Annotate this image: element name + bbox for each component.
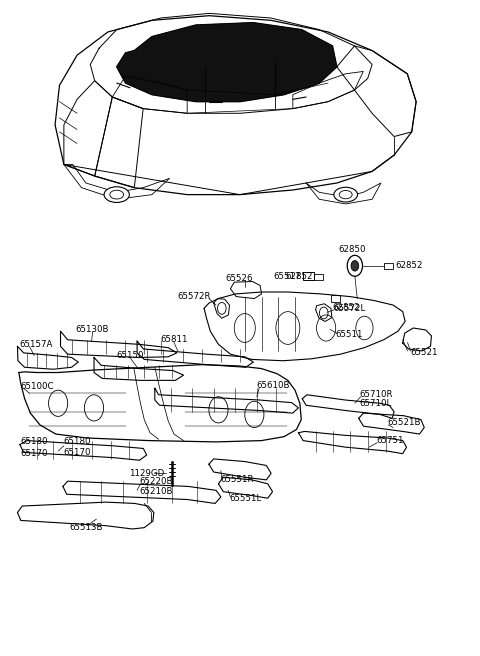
Text: 65610B: 65610B <box>257 381 290 390</box>
Text: 65751: 65751 <box>376 436 404 445</box>
Text: 62850: 62850 <box>339 245 366 254</box>
Bar <box>331 295 339 302</box>
Text: 62852: 62852 <box>285 272 313 281</box>
Text: 65170: 65170 <box>63 448 90 457</box>
Text: 65572R: 65572R <box>178 292 211 301</box>
Bar <box>303 272 314 280</box>
Ellipse shape <box>110 190 124 199</box>
Text: 65180: 65180 <box>63 438 90 446</box>
Text: 65551L: 65551L <box>229 494 262 502</box>
Text: 65180: 65180 <box>21 438 48 446</box>
Text: 65220B: 65220B <box>140 477 173 485</box>
Polygon shape <box>117 23 337 102</box>
Text: 62852: 62852 <box>333 302 360 312</box>
Circle shape <box>351 260 359 271</box>
Text: 65526: 65526 <box>225 274 253 283</box>
Text: 65513B: 65513B <box>69 523 103 532</box>
Text: 62852: 62852 <box>395 261 422 270</box>
Text: 65551R: 65551R <box>221 476 254 484</box>
Text: 65710R: 65710R <box>360 390 393 400</box>
Bar <box>314 274 323 280</box>
Ellipse shape <box>339 190 352 199</box>
Text: 65710L: 65710L <box>360 400 392 409</box>
Ellipse shape <box>334 187 358 202</box>
Text: 65100C: 65100C <box>21 382 54 392</box>
Text: 65811: 65811 <box>160 335 188 344</box>
Ellipse shape <box>104 187 129 203</box>
Text: 65157A: 65157A <box>19 340 52 349</box>
Text: 65517: 65517 <box>273 272 301 281</box>
Text: 65521B: 65521B <box>387 419 421 428</box>
Text: 65511: 65511 <box>336 330 363 339</box>
Text: 65210B: 65210B <box>140 487 173 496</box>
Text: 65572L: 65572L <box>333 304 366 313</box>
Text: 65521: 65521 <box>410 348 438 358</box>
Text: 1129GD: 1129GD <box>129 469 164 478</box>
Text: 65170: 65170 <box>21 449 48 458</box>
Text: 65130B: 65130B <box>76 325 109 334</box>
Text: 65150: 65150 <box>116 351 144 360</box>
Bar <box>384 262 393 269</box>
